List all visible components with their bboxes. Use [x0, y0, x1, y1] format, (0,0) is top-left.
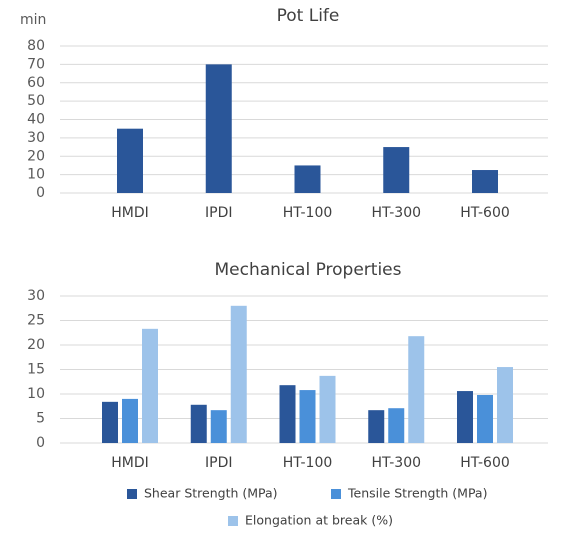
x-tick-label: HT-300 — [371, 455, 421, 471]
legend-swatch — [331, 489, 341, 499]
x-tick-label: IPDI — [205, 455, 232, 471]
y-tick-label: 20 — [27, 337, 45, 353]
y-tick-label: 0 — [36, 185, 45, 201]
x-tick-label: HT-300 — [371, 205, 421, 221]
bar — [279, 385, 296, 443]
legend-label: Shear Strength (MPa) — [144, 486, 278, 501]
y-tick-label: 10 — [27, 167, 45, 183]
y-tick-label: 10 — [27, 386, 45, 402]
bar — [497, 367, 513, 443]
bar — [472, 170, 498, 193]
chart-title: Mechanical Properties — [215, 260, 402, 280]
y-tick-label: 25 — [27, 313, 45, 329]
y-tick-label: 80 — [27, 38, 45, 54]
x-tick-label: HT-100 — [283, 205, 333, 221]
bar — [457, 391, 473, 443]
legend-label: Tensile Strength (MPa) — [347, 486, 487, 501]
x-tick-label: HT-600 — [460, 205, 510, 221]
bar — [299, 390, 316, 443]
legend-swatch — [228, 516, 238, 526]
bar — [117, 128, 143, 193]
bar — [102, 401, 118, 443]
bar — [205, 64, 232, 193]
bar — [190, 404, 207, 443]
y-tick-label: 20 — [27, 148, 45, 164]
bar — [230, 305, 247, 443]
bar — [294, 165, 321, 193]
y-tick-label: 5 — [36, 411, 45, 427]
legend-swatch — [127, 489, 137, 499]
y-tick-label: 70 — [27, 56, 45, 72]
x-tick-label: HT-600 — [460, 455, 510, 471]
bar — [319, 375, 336, 443]
y-axis-label: min — [20, 12, 46, 28]
y-tick-label: 50 — [27, 93, 45, 109]
y-tick-label: 30 — [27, 288, 45, 304]
bar — [383, 147, 410, 193]
bar — [142, 328, 158, 443]
x-tick-label: IPDI — [205, 205, 232, 221]
bar — [210, 410, 227, 443]
bar — [368, 410, 385, 443]
bar — [388, 408, 405, 443]
bar — [477, 394, 493, 443]
x-tick-label: HMDI — [111, 205, 149, 221]
x-tick-label: HT-100 — [283, 455, 333, 471]
y-tick-label: 40 — [27, 112, 45, 128]
y-tick-label: 30 — [27, 130, 45, 146]
legend-label: Elongation at break (%) — [245, 513, 393, 528]
chart-title: Pot Life — [277, 6, 340, 26]
x-tick-label: HMDI — [111, 455, 149, 471]
bar — [408, 336, 425, 443]
y-tick-label: 60 — [27, 75, 45, 91]
y-tick-label: 0 — [36, 435, 45, 451]
y-tick-label: 15 — [27, 362, 45, 378]
bar — [122, 398, 138, 443]
